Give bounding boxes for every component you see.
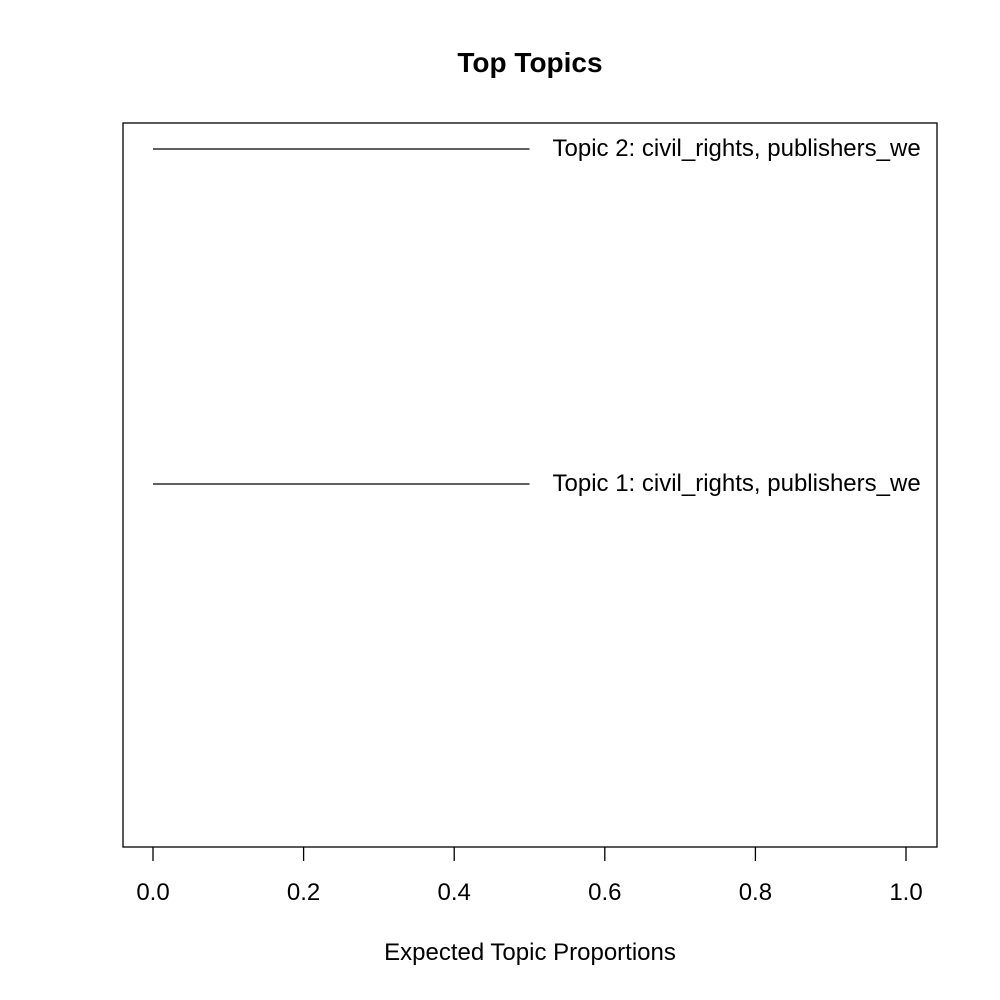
x-tick-label: 0.0 (136, 879, 169, 906)
x-tick-label: 0.4 (438, 879, 471, 906)
x-axis: 0.0 0.2 0.4 0.6 0.8 1.0 (136, 847, 923, 906)
topic-label: Topic 1: civil_rights, publishers_we (553, 470, 921, 497)
topic-label: Topic 2: civil_rights, publishers_we (553, 135, 921, 162)
chart-title: Top Topics (457, 47, 602, 78)
marks-layer: Topic 2: civil_rights, publishers_we Topi… (153, 135, 921, 497)
plot-frame (122, 122, 938, 848)
x-tick-label: 1.0 (889, 879, 922, 906)
x-axis-label: Expected Topic Proportions (384, 939, 676, 966)
x-tick-label: 0.6 (588, 879, 621, 906)
x-tick-label: 0.8 (739, 879, 772, 906)
x-tick-label: 0.2 (287, 879, 320, 906)
